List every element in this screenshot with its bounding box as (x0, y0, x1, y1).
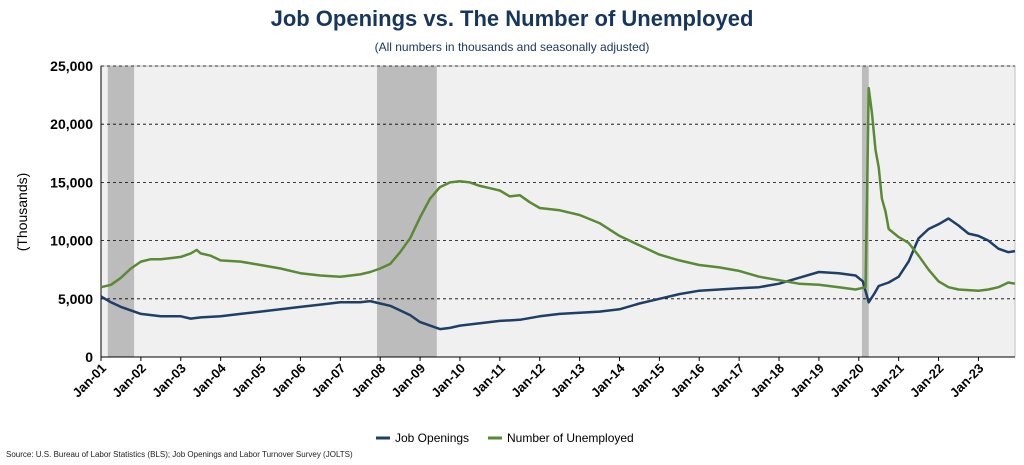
recession-band (376, 66, 437, 357)
x-tick-label: Jan-14 (588, 360, 628, 400)
y-tick-label: 20,000 (50, 116, 93, 132)
y-tick-label: 5,000 (58, 291, 93, 307)
x-tick-label: Jan-13 (548, 361, 588, 401)
x-tick-label: Jan-15 (628, 361, 668, 401)
series-line-number-of-unemployed (100, 86, 1016, 292)
x-tick-label: Jan-17 (708, 361, 748, 401)
x-tick-label: Jan-23 (947, 361, 987, 401)
chart-subtitle: (All numbers in thousands and seasonally… (374, 40, 650, 54)
x-tick-label: Jan-08 (349, 361, 389, 401)
x-tick-label: Jan-03 (149, 361, 189, 401)
recession-band (861, 66, 869, 357)
y-tick-label: 15,000 (50, 174, 93, 190)
series-line-job-openings (100, 217, 1016, 331)
recession-band (107, 66, 135, 357)
y-tick-label: 25,000 (50, 58, 93, 74)
x-tick-label: Jan-07 (309, 361, 349, 401)
x-tick-label: Jan-21 (867, 361, 907, 401)
chart-title: Job Openings vs. The Number of Unemploye… (270, 6, 754, 31)
x-tick-label: Jan-18 (747, 361, 787, 401)
x-tick-label: Jan-05 (229, 361, 269, 401)
source-note: Source: U.S. Bureau of Labor Statistics … (6, 450, 353, 459)
x-tick-label: Jan-19 (787, 361, 827, 401)
x-tick-label: Jan-10 (428, 361, 468, 401)
y-tick-label: 10,000 (50, 233, 93, 249)
x-tick-label: Jan-12 (508, 361, 548, 401)
x-tick-label: Jan-01 (69, 361, 109, 401)
x-tick-label: Jan-16 (668, 361, 708, 401)
x-tick-label: Jan-09 (388, 361, 428, 401)
legend-label: Job Openings (395, 431, 469, 445)
legend-label: Number of Unemployed (507, 431, 634, 445)
legend: Job Openings Number of Unemployed (376, 431, 634, 445)
y-tick-label: 0 (85, 349, 93, 365)
x-tick-label: Jan-20 (827, 361, 867, 401)
x-tick-label: Jan-06 (269, 361, 309, 401)
x-tick-label: Jan-02 (109, 361, 149, 401)
x-tick-label: Jan-11 (469, 361, 508, 400)
y-axis-title: (Thousands) (14, 173, 30, 252)
x-tick-label: Jan-04 (189, 360, 229, 400)
x-tick-label: Jan-22 (907, 361, 947, 401)
